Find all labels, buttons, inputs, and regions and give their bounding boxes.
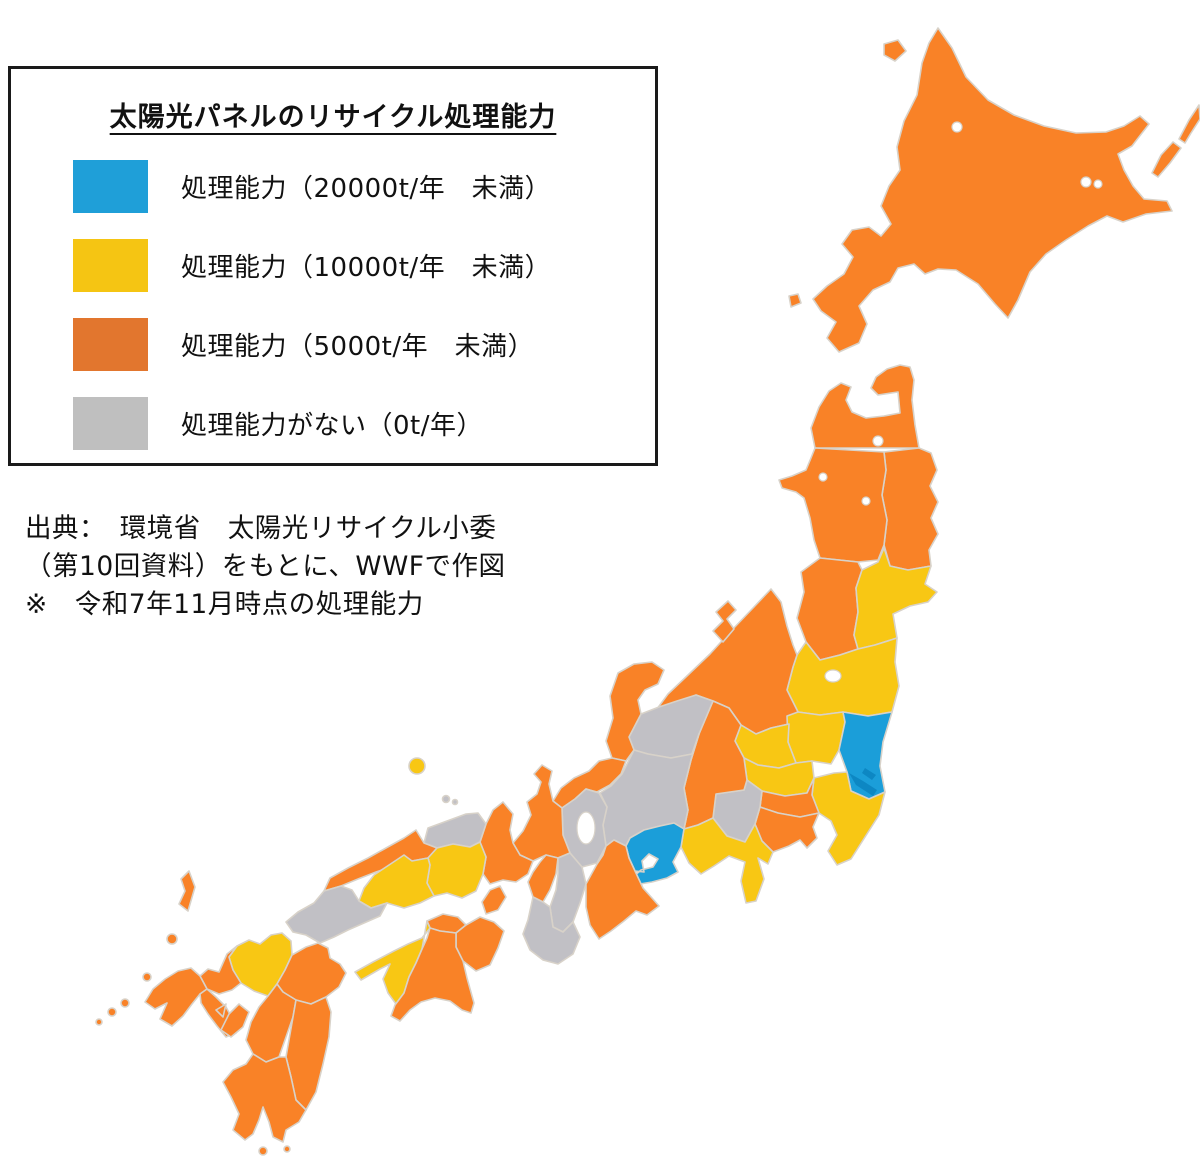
island-oki-2 (451, 798, 459, 806)
island-okushiri (788, 293, 802, 308)
prefecture-ishikawa (605, 661, 665, 762)
source-line-1: 出典： 環境省 太陽光リサイクル小委 (25, 513, 497, 544)
legend-swatch-orange (73, 318, 148, 371)
island-goto-3 (95, 1018, 103, 1026)
island-hirado (142, 972, 152, 982)
lake-kasumigaura-2 (862, 768, 876, 780)
prefecture-wakayama (522, 896, 581, 965)
prefecture-aomori (810, 364, 920, 449)
island-sado (712, 600, 737, 643)
island-kunashiri (1151, 141, 1182, 178)
legend-item-yellow: 処理能力（10000t/年 未満） (73, 239, 655, 292)
legend-item-orange: 処理能力（5000t/年 未満） (73, 318, 655, 371)
legend-title: 太陽光パネルのリサイクル処理能力 (109, 102, 557, 133)
prefecture-chiba (811, 771, 886, 866)
source-line-2: （第10回資料）をもとに、WWFで作図 (25, 551, 506, 582)
prefecture-kyoto (512, 764, 571, 862)
island-tanegashima (283, 1145, 291, 1153)
island-okinawa (408, 757, 426, 775)
island-oki (441, 794, 451, 804)
lake-kasumigaura-1 (849, 773, 877, 796)
prefecture-miyagi (853, 547, 938, 650)
source-note: 出典： 環境省 太陽光リサイクル小委 （第10回資料）をもとに、WWFで作図 ※… (25, 510, 506, 624)
legend-swatch-gray (73, 397, 148, 450)
lake-tazawa (861, 496, 871, 506)
prefecture-hokkaido (812, 27, 1173, 353)
prefecture-kochi (390, 927, 475, 1022)
legend-label-yellow: 処理能力（10000t/年 未満） (181, 253, 552, 283)
prefecture-yamaguchi (285, 885, 388, 944)
legend-swatch-blue (73, 160, 148, 213)
prefecture-shizuoka (680, 817, 774, 904)
island-goto-1 (120, 998, 130, 1008)
island-goto-2 (107, 1007, 117, 1017)
prefecture-mie (585, 839, 660, 940)
prefecture-tottori (423, 812, 487, 849)
lake-towada (872, 435, 884, 447)
lake-hokkaido-2 (1080, 176, 1092, 188)
prefecture-akita (778, 447, 888, 563)
legend-box: 太陽光パネルのリサイクル処理能力 処理能力（20000t/年 未満） 処理能力（… (8, 66, 658, 466)
legend-item-gray: 処理能力がない（0t/年） (73, 397, 655, 450)
legend-label-blue: 処理能力（20000t/年 未満） (181, 174, 552, 204)
prefecture-tochigi (786, 711, 846, 765)
prefecture-saga (199, 945, 242, 995)
island-amakusa-1 (220, 1003, 250, 1038)
lake-biwa (576, 811, 596, 845)
prefecture-okayama (426, 841, 487, 899)
island-iki (166, 933, 178, 945)
lake-hokkaido-1 (951, 121, 963, 133)
legend-swatch-yellow (73, 239, 148, 292)
island-awaji (481, 885, 507, 915)
legend-label-orange: 処理能力（5000t/年 未満） (181, 332, 535, 362)
prefecture-nagasaki (144, 967, 208, 1027)
prefecture-kagoshima (222, 1053, 307, 1143)
island-etorofu (1178, 104, 1200, 144)
prefecture-iwate (881, 447, 939, 571)
lake-hachirogata (818, 472, 828, 482)
island-tsushima (178, 870, 196, 912)
island-amakusa-2 (215, 1003, 227, 1018)
legend-label-gray: 処理能力がない（0t/年） (181, 411, 483, 441)
lake-hokkaido-3 (1093, 179, 1103, 189)
island-rishiri (883, 39, 907, 62)
source-line-3: ※ 令和7年11月時点の処理能力 (25, 589, 424, 620)
legend-item-blue: 処理能力（20000t/年 未満） (73, 160, 655, 213)
lake-inawashiro (824, 669, 842, 683)
island-yakushima (258, 1146, 268, 1156)
